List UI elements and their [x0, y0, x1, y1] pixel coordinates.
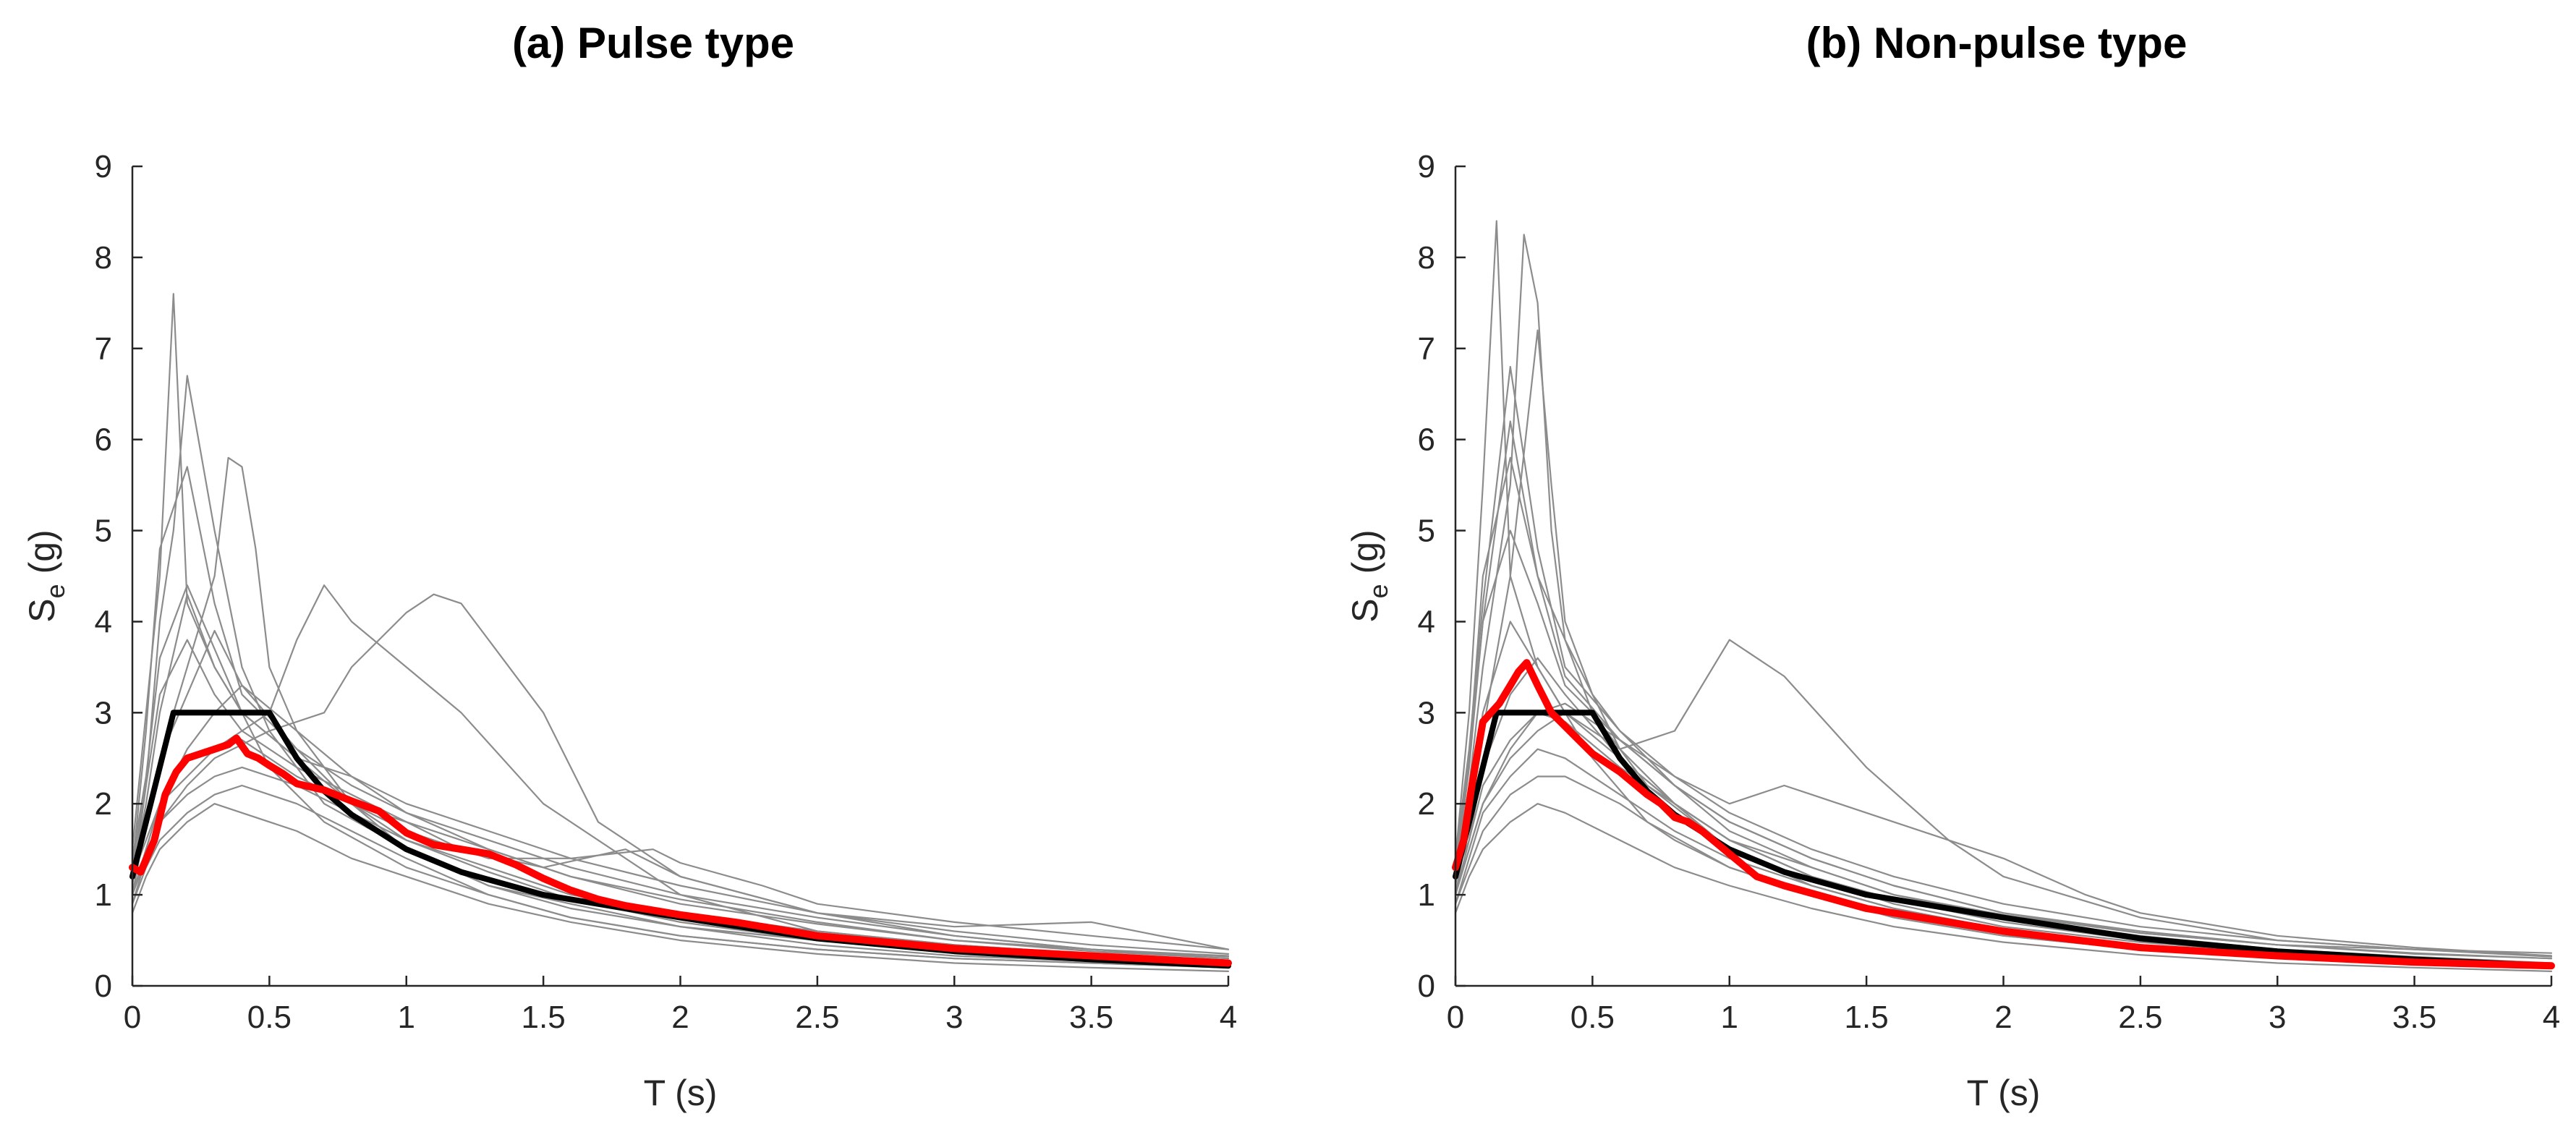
y-axis-label-unit: (g) — [1345, 529, 1385, 584]
y-tick-label: 6 — [95, 422, 112, 458]
x-axis-label: T (s) — [644, 1073, 718, 1113]
record-spectrum-line — [1454, 702, 2553, 957]
record-spectrum-line — [131, 803, 1230, 973]
x-tick-label: 0 — [1447, 1000, 1464, 1035]
record-spectrum-line — [1454, 420, 2553, 964]
y-tick-label: 9 — [95, 149, 112, 184]
record-spectrum-line — [131, 766, 1230, 961]
y-tick-label: 9 — [1418, 149, 1435, 184]
design-spectrum-line — [129, 710, 1231, 969]
record-spectrum-line — [1454, 234, 2553, 967]
x-tick-label: 2 — [1994, 1000, 2012, 1035]
record-spectrum-line — [1454, 365, 2553, 957]
y-axis-label: Se (g) — [22, 529, 70, 622]
y-axis-label: Se (g) — [1345, 529, 1393, 622]
x-tick-label: 1.5 — [522, 1000, 566, 1035]
x-tick-label: 2.5 — [2118, 1000, 2162, 1035]
x-tick-label: 3.5 — [2392, 1000, 2436, 1035]
record-spectrum-line — [131, 375, 1230, 967]
y-tick-label: 2 — [1418, 786, 1435, 822]
design-spectrum-line — [1453, 710, 2554, 969]
y-tick-label: 5 — [95, 514, 112, 549]
mean-spectrum-line — [1452, 659, 2555, 970]
x-tick-label: 3 — [945, 1000, 963, 1035]
y-tick-label: 1 — [95, 877, 112, 913]
y-tick-label: 3 — [1418, 695, 1435, 731]
y-tick-label: 4 — [1418, 604, 1435, 639]
record-spectrum-line — [1454, 529, 2553, 960]
y-tick-label: 6 — [1418, 422, 1435, 458]
y-tick-label: 5 — [1418, 514, 1435, 549]
y-tick-label: 1 — [1418, 877, 1435, 913]
x-tick-label: 2 — [671, 1000, 689, 1035]
record-spectrum-line — [131, 293, 1230, 968]
record-spectrum-line — [1454, 456, 2553, 960]
record-spectrum-line — [1454, 220, 2553, 968]
x-axis-label: T (s) — [1967, 1073, 2041, 1113]
record-spectrum-line — [131, 584, 1230, 955]
mean-spectrum-line — [129, 734, 1232, 967]
record-spectrum-line — [131, 639, 1230, 960]
y-axis-label-unit: (g) — [22, 529, 62, 584]
x-tick-label: 3.5 — [1069, 1000, 1113, 1035]
y-tick-label: 8 — [95, 240, 112, 276]
x-tick-label: 1 — [1721, 1000, 1738, 1035]
y-axis-label-main: S — [1345, 598, 1385, 622]
chart-title: (b) Non-pulse type — [1806, 19, 2188, 67]
x-tick-label: 1 — [398, 1000, 415, 1035]
y-tick-label: 7 — [1418, 331, 1435, 367]
y-tick-label: 2 — [95, 786, 112, 822]
record-spectrum-line — [131, 456, 1230, 964]
x-tick-label: 0.5 — [1570, 1000, 1615, 1035]
x-tick-label: 1.5 — [1845, 1000, 1889, 1035]
y-tick-label: 4 — [95, 604, 112, 639]
y-tick-label: 3 — [95, 695, 112, 731]
y-tick-label: 8 — [1418, 240, 1435, 276]
x-tick-label: 0.5 — [247, 1000, 292, 1035]
chart-title: (a) Pulse type — [512, 19, 794, 67]
chart-panel-a: (a) Pulse type 0 0.5 1 1.5 2 2.5 3 3.5 4 0 1 2 3 4 5 6 7 8… — [22, 19, 1237, 1113]
y-tick-label: 0 — [95, 968, 112, 1004]
record-spectrum-line — [1454, 775, 2553, 968]
record-spectrum-line — [1454, 329, 2553, 967]
x-tick-label: 0 — [124, 1000, 141, 1035]
record-spectrum-line — [1454, 712, 2553, 954]
record-spectrum-line — [131, 593, 1230, 950]
y-axis-label-subscript: e — [1364, 584, 1393, 598]
x-tick-label: 2.5 — [795, 1000, 839, 1035]
x-tick-label: 4 — [1220, 1000, 1237, 1035]
y-tick-label: 7 — [95, 331, 112, 367]
chart-panel-b: (b) Non-pulse type 0 0.5 1 1.5 2 2.5 3 3.5 4 0 1 2 3 4… — [1345, 19, 2560, 1113]
y-axis-label-main: S — [22, 598, 62, 622]
record-spectrum-line — [1454, 639, 2553, 958]
y-tick-label: 0 — [1418, 968, 1435, 1004]
x-tick-label: 3 — [2269, 1000, 2286, 1035]
record-spectrum-line — [131, 784, 1230, 968]
y-axis-label-subscript: e — [41, 584, 70, 598]
record-spectrum-line — [1454, 803, 2553, 973]
record-spectrum-line — [131, 466, 1230, 958]
x-tick-label: 4 — [2543, 1000, 2560, 1035]
